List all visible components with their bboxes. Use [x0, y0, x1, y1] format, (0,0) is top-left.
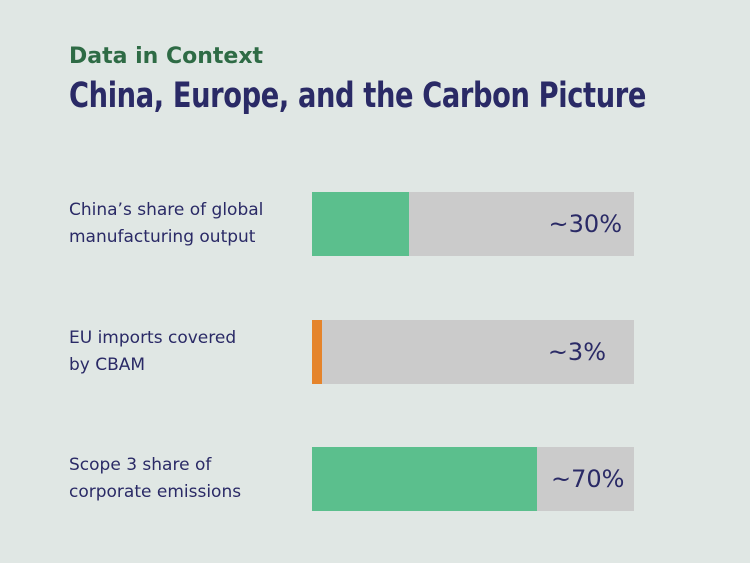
bar-value-label: ~70%	[551, 465, 625, 493]
bar-label-line: manufacturing output	[69, 227, 256, 247]
bar-value-label: ~30%	[548, 210, 622, 238]
bar-fill	[312, 320, 322, 384]
bar-label: EU imports covered by CBAM	[69, 325, 299, 379]
bar-label-line: Scope 3 share of	[69, 455, 212, 475]
bar-track: ~70%	[312, 447, 634, 511]
bar-fill	[312, 192, 409, 256]
bar-label-line: EU imports covered	[69, 328, 237, 348]
bar-label-line: by CBAM	[69, 355, 146, 375]
bar-track: ~3%	[312, 320, 634, 384]
chart-kicker: Data in Context	[69, 44, 264, 69]
chart-title: China, Europe, and the Carbon Picture	[69, 76, 646, 116]
bar-label: Scope 3 share of corporate emissions	[69, 452, 299, 506]
bar-fill	[312, 447, 537, 511]
bar-label: China’s share of global manufacturing ou…	[69, 197, 299, 251]
bar-label-line: corporate emissions	[69, 482, 242, 502]
bar-value-label: ~3%	[547, 338, 606, 366]
bar-label-line: China’s share of global	[69, 200, 264, 220]
bar-track: ~30%	[312, 192, 634, 256]
